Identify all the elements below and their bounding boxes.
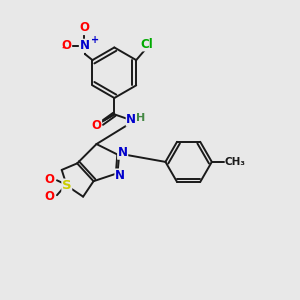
- Text: O: O: [80, 22, 89, 34]
- Text: +: +: [91, 35, 99, 45]
- Text: -: -: [61, 43, 66, 53]
- Text: S: S: [62, 179, 72, 192]
- Text: O: O: [61, 39, 72, 52]
- Text: N: N: [126, 113, 136, 126]
- Text: N: N: [118, 146, 128, 159]
- Text: O: O: [45, 190, 55, 203]
- Text: Cl: Cl: [140, 38, 153, 51]
- Text: N: N: [115, 169, 125, 182]
- Text: H: H: [136, 113, 146, 123]
- Text: CH₃: CH₃: [225, 157, 246, 167]
- Text: N: N: [80, 39, 89, 52]
- Text: O: O: [92, 119, 101, 132]
- Text: O: O: [45, 172, 55, 186]
